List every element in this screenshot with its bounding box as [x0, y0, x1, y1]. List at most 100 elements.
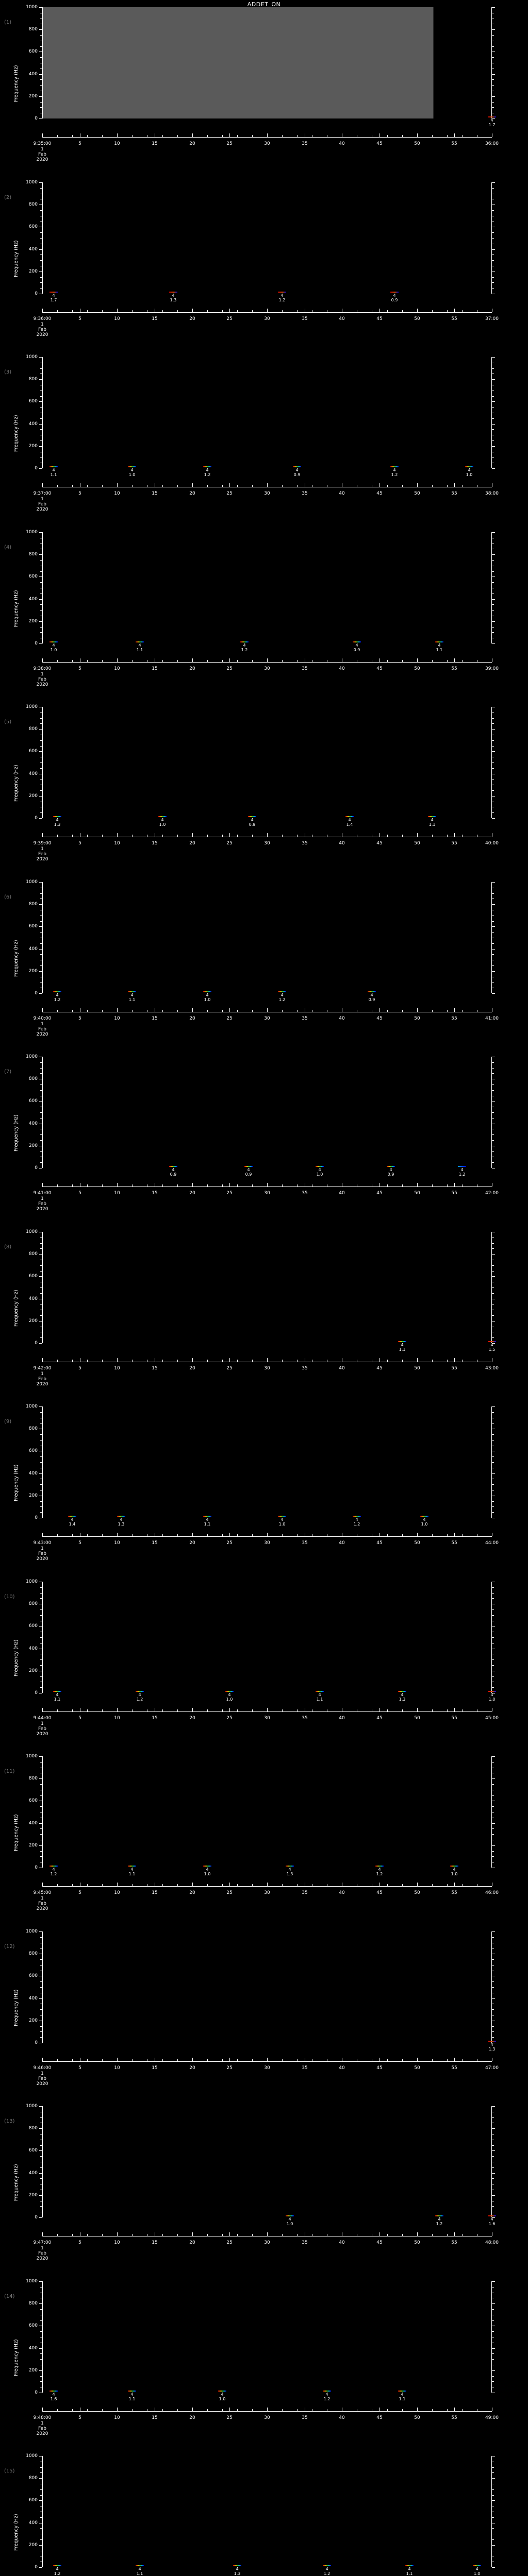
- detection-value-bottom: 1.1: [128, 2397, 136, 2401]
- y-tick-label: 0: [35, 2565, 38, 2570]
- detection-value-top: 4: [52, 468, 55, 472]
- detection-colorbar: [53, 2565, 61, 2566]
- x-tick-minor: [387, 485, 388, 487]
- y-tick-major: [39, 1998, 42, 1999]
- y-tick-label: 600: [28, 1623, 38, 1629]
- x-tick-label: 30: [264, 841, 270, 846]
- detection-value-top: 4: [325, 2392, 328, 2397]
- y-tick-major: [39, 182, 42, 183]
- x-tick-major: [229, 309, 230, 312]
- y-tick-minor: [40, 1593, 42, 1594]
- y-tick-label: 400: [28, 1996, 38, 2001]
- x-tick-major: [42, 1183, 43, 1187]
- y-tick-major-right: [492, 2567, 495, 2568]
- x-axis-date-line: Feb: [38, 1027, 46, 1032]
- x-tick-minor: [447, 1709, 448, 1711]
- y-tick-label: 600: [28, 1448, 38, 1453]
- y-axis-right: [491, 1931, 492, 2043]
- detection-marker: 4 0.9: [368, 991, 376, 1002]
- detection-colorbar: [286, 2215, 294, 2216]
- detection-value-bottom: 1.0: [451, 1872, 458, 1876]
- y-tick-major-right: [492, 2217, 495, 2218]
- detection-marker: 4 1.2: [458, 1166, 466, 1177]
- x-tick-major: [192, 1358, 193, 1362]
- y-tick-minor-right: [492, 740, 494, 741]
- x-axis-date: 1 Feb 2020: [37, 2421, 48, 2436]
- y-tick-minor-right: [492, 1687, 494, 1688]
- x-tick-label: 10: [114, 1366, 120, 1371]
- y-tick-minor-right: [492, 2156, 494, 2157]
- x-tick-label: 35: [302, 1716, 308, 1721]
- detection-value-top: 4: [130, 2392, 134, 2397]
- detection-value-bottom: 1.4: [346, 822, 353, 827]
- x-axis-line: [42, 312, 492, 313]
- x-tick-label: 40: [339, 2415, 345, 2420]
- y-tick-major: [39, 401, 42, 402]
- detection-marker: 4 1.1: [50, 466, 58, 477]
- detection-colorbar: [420, 1516, 428, 1517]
- x-tick-major: [454, 1883, 455, 1886]
- y-tick-major: [39, 1406, 42, 1407]
- y-tick-major-right: [492, 532, 495, 533]
- x-tick-major: [192, 2058, 193, 2061]
- x-tick-minor: [237, 2409, 238, 2411]
- detection-value-bottom: 1.3: [286, 1872, 293, 1876]
- y-tick-label: 600: [28, 1098, 38, 1104]
- x-tick-minor: [402, 1884, 403, 1886]
- detection-value-top: 4: [490, 1692, 493, 1697]
- x-tick-minor: [387, 2059, 388, 2061]
- y-tick-minor-right: [492, 2320, 494, 2321]
- x-tick-minor: [297, 1360, 298, 1362]
- x-axis-date-line: 2020: [36, 682, 48, 687]
- x-tick-minor: [282, 1010, 283, 1012]
- y-tick-minor-right: [492, 1512, 494, 1513]
- x-tick-minor: [462, 1184, 463, 1187]
- x-tick-label: 5: [78, 1890, 81, 1895]
- detection-marker: 4 1.7: [50, 292, 58, 302]
- x-tick-minor: [402, 1709, 403, 1711]
- detection-marker: 4 1.2: [278, 292, 286, 302]
- x-tick-major: [192, 133, 193, 137]
- detection-colorbar: [368, 991, 376, 992]
- x-tick-minor: [282, 1884, 283, 1886]
- x-tick-minor: [297, 835, 298, 837]
- y-tick-label: 200: [28, 793, 38, 799]
- y-tick-minor-right: [492, 1248, 494, 1249]
- y-axis-right: [491, 182, 492, 294]
- y-tick-major-right: [492, 2303, 495, 2304]
- y-tick-minor-right: [492, 1315, 494, 1316]
- detection-marker: 4 1.2: [136, 1691, 144, 1702]
- y-tick-minor: [40, 407, 42, 408]
- y-tick-minor-right: [492, 2467, 494, 2468]
- x-tick-label-end: 40:00: [485, 841, 499, 846]
- panel-index-label: (14): [4, 2293, 15, 2299]
- x-tick-label: 45: [376, 316, 383, 321]
- x-tick-minor: [207, 1360, 208, 1362]
- y-tick-label: 800: [28, 1076, 38, 1081]
- y-tick-label: 400: [28, 1121, 38, 1126]
- y-tick-minor: [40, 35, 42, 36]
- x-tick-major: [117, 1708, 118, 1711]
- x-tick-label: 50: [414, 841, 420, 846]
- x-tick-minor: [297, 660, 298, 662]
- y-tick-label: 800: [28, 726, 38, 732]
- x-tick-minor: [222, 1884, 223, 1886]
- x-tick-label: 40: [339, 2065, 345, 2071]
- detection-value-bottom: 1.0: [473, 2571, 481, 2576]
- y-tick-label: 200: [28, 94, 38, 99]
- y-tick-minor: [40, 1987, 42, 1988]
- detection-value-top: 4: [288, 2217, 291, 2222]
- y-axis-title: Frequency (Hz): [13, 2338, 19, 2376]
- x-tick-label: 5: [78, 491, 81, 496]
- x-tick-minor: [87, 2059, 88, 2061]
- detection-value-bottom: 1.1: [399, 1347, 406, 1352]
- y-tick-minor-right: [492, 2037, 494, 2038]
- x-tick-label: 5: [78, 2240, 81, 2245]
- y-axis-right: [491, 2281, 492, 2393]
- x-tick-minor: [162, 2059, 163, 2061]
- x-tick-label: 40: [339, 1716, 345, 1721]
- x-tick-label-end: 41:00: [485, 1016, 499, 1021]
- x-tick-label: 20: [189, 1016, 195, 1021]
- x-tick-minor: [87, 2409, 88, 2411]
- x-axis-date-line: Feb: [38, 2426, 46, 2431]
